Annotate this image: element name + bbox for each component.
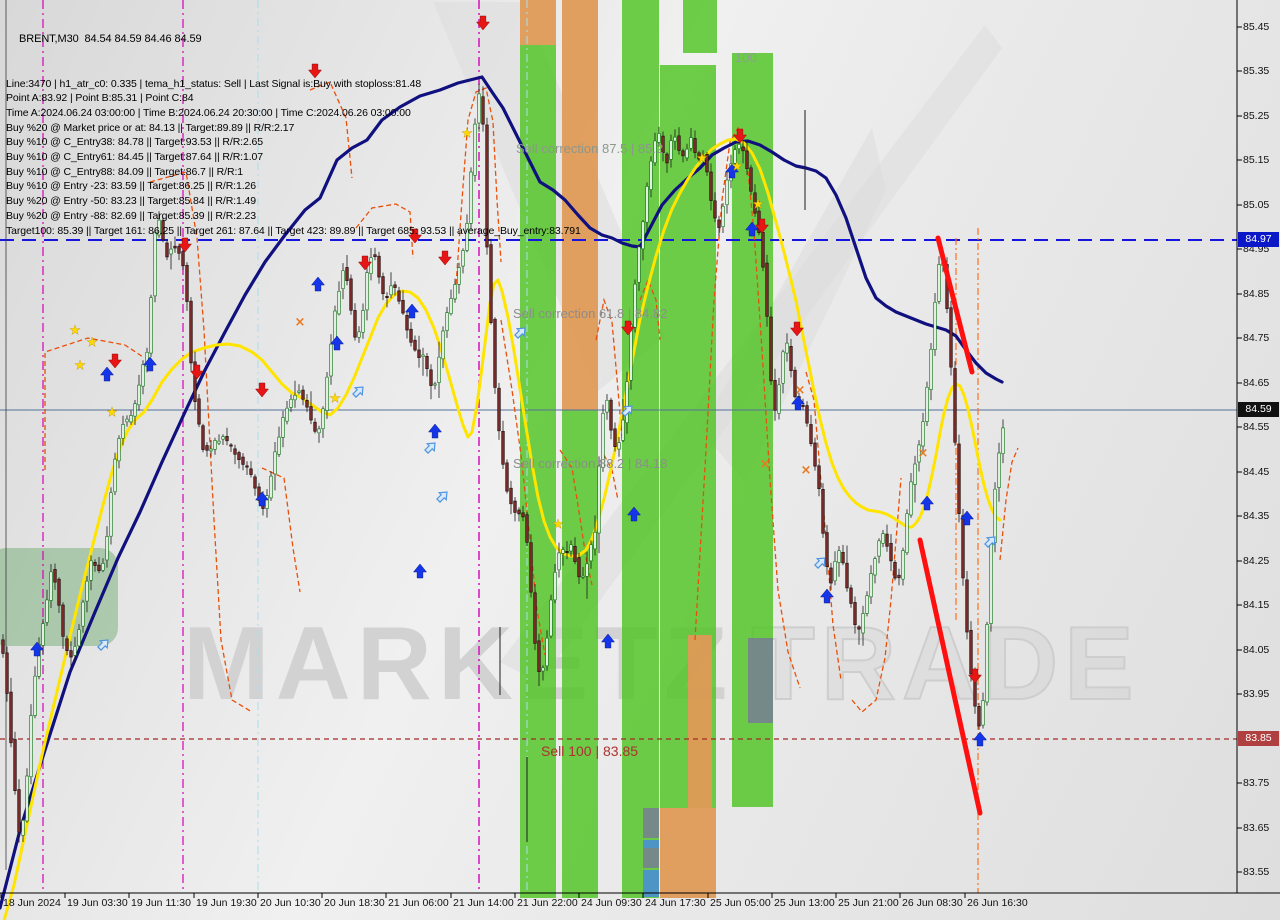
signal-band-green [562,410,598,898]
bull-candles [21,93,1005,836]
hollow-arrow-icon [984,536,996,548]
signal-band-blue [643,840,659,848]
signal-band-orange [660,808,716,898]
sell-arrow-icon [967,668,983,684]
signal-band-orange [688,635,712,808]
buy-arrow-icon [790,395,806,411]
sar-envelope [355,203,414,259]
star-icon: ★ [330,391,341,405]
sar-envelope [44,337,144,470]
hollow-arrow-icon [621,405,633,417]
buy-arrow-icon [404,303,420,319]
buy-arrow-icon [310,276,326,292]
sell-arrow-icon [437,250,453,266]
x-mark-icon: × [801,463,812,478]
sell-arrow-icon [475,15,491,31]
star-icon: ★ [553,517,564,531]
buy-arrow-icon [819,588,835,604]
buy-arrow-icon [412,563,428,579]
trend-line [935,235,975,375]
buy-arrow-icon [329,335,345,351]
buy-arrow-icon [29,641,45,657]
signal-band-orange [520,0,556,45]
x-mark-icon: × [918,446,929,461]
buy-arrow-icon [959,510,975,526]
star-icon: ★ [732,159,743,173]
sar-envelope [851,477,902,713]
buy-arrow-icon [142,356,158,372]
buy-arrow-icon [919,495,935,511]
sell-arrow-icon [189,364,205,380]
star-icon: ★ [697,151,708,165]
watermark-brand-2: TRADE [750,606,1139,722]
star-icon: ★ [107,405,118,419]
sar-envelope [309,81,353,179]
sell-arrow-icon [732,128,748,144]
sell-arrow-icon [254,382,270,398]
trend-line [917,537,983,816]
star-icon: ★ [87,335,98,349]
sar-envelope [999,447,1019,561]
ma-slow-line [0,75,1004,910]
x-mark-icon: × [760,457,771,472]
sell-arrow-icon [620,320,636,336]
signal-band-gray [643,808,659,838]
buy-arrow-icon [626,506,642,522]
buy-arrow-icon [724,163,740,179]
star-icon: ★ [75,358,86,372]
star-icon: ★ [753,197,764,211]
buy-arrow-icon [600,633,616,649]
signal-band-green [520,45,556,898]
x-mark-icon: × [295,315,306,330]
signal-band-green [622,0,659,898]
hollow-arrow-icon [436,491,448,503]
sell-arrow-icon [107,353,123,369]
sar-envelope [595,297,623,439]
sell-arrow-icon [789,321,805,337]
hollow-arrow-icon [814,557,826,569]
sar-envelope [261,467,301,593]
hollow-arrow-icon [424,442,436,454]
buy-arrow-icon [972,731,988,747]
buy-arrow-icon [744,221,760,237]
hollow-arrow-icon [97,639,109,651]
x-mark-icon: × [795,383,806,398]
buy-arrow-icon [254,491,270,507]
star-icon: ★ [70,323,81,337]
sell-arrow-icon [407,228,423,244]
buy-arrow-icon [427,423,443,439]
star-icon: ★ [462,126,473,140]
signal-band-green [683,0,717,53]
sell-arrow-icon [357,255,373,271]
hollow-arrow-icon [352,386,364,398]
sar-envelope [500,319,546,656]
sar-envelope [149,171,253,713]
signal-band-gray [748,638,773,723]
hollow-arrow-icon [514,327,526,339]
buy-arrow-icon [99,366,115,382]
signal-band-blue [643,870,659,897]
sell-arrow-icon [307,63,323,79]
sar-envelope [639,278,661,341]
sell-arrow-icon [177,237,193,253]
sell-arrow-icon [754,218,770,234]
sar-envelope [454,87,502,301]
signal-band-gray [643,848,659,868]
